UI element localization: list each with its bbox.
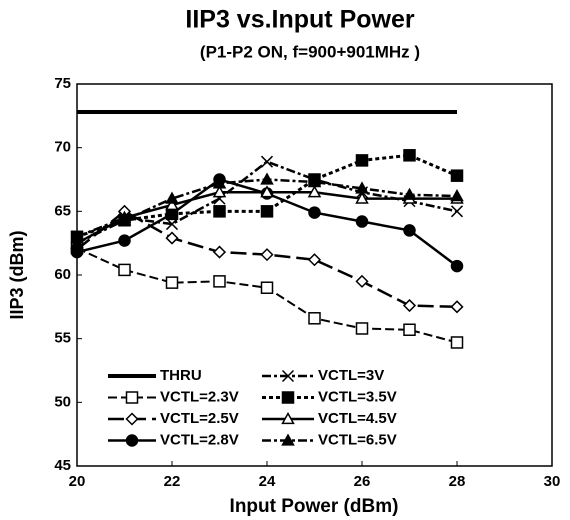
marker	[403, 224, 416, 237]
marker	[260, 172, 274, 185]
legend-marker	[125, 434, 139, 447]
marker	[70, 236, 84, 249]
marker	[355, 191, 369, 204]
marker	[165, 218, 179, 231]
y-axis-label: IIP3 (dBm)	[7, 230, 27, 319]
legend-label: VCTL=4.5V	[318, 410, 397, 427]
marker	[402, 298, 417, 313]
series-line	[76, 153, 458, 239]
marker	[450, 189, 464, 202]
marker	[403, 149, 416, 162]
marker	[355, 274, 369, 288]
marker	[212, 245, 227, 259]
marker	[308, 206, 321, 219]
marker	[260, 248, 274, 262]
legend-marker	[281, 433, 295, 446]
marker	[165, 231, 179, 245]
legend-label: VCTL=3.5V	[318, 388, 397, 405]
marker	[355, 322, 369, 335]
marker	[307, 253, 322, 267]
marker	[118, 263, 131, 277]
marker	[165, 276, 179, 289]
marker	[355, 215, 369, 228]
x-tick-label: 22	[164, 473, 181, 490]
marker	[355, 154, 369, 167]
marker	[213, 205, 226, 218]
marker	[450, 259, 464, 273]
marker	[307, 185, 322, 198]
x-tick-label: 20	[69, 473, 86, 490]
y-tick-label: 70	[54, 139, 71, 156]
marker	[165, 191, 179, 204]
series-line	[76, 247, 458, 344]
legend-marker	[281, 411, 295, 425]
chart-title: IIP3 vs.Input Power	[185, 6, 414, 34]
legend-label: VCTL=2.5V	[160, 410, 239, 427]
plot-frame	[76, 83, 553, 467]
y-tick-label: 75	[54, 75, 71, 92]
legend-label: THRU	[160, 367, 202, 384]
marker	[212, 185, 227, 198]
marker	[450, 300, 464, 314]
y-tick-label: 55	[54, 330, 71, 347]
marker	[213, 275, 226, 288]
legend-label: VCTL=2.3V	[160, 388, 239, 405]
legend-marker	[125, 412, 139, 426]
marker	[450, 336, 464, 349]
legend-marker	[281, 369, 295, 383]
legend-label: VCTL=6.5V	[318, 431, 397, 448]
x-tick-label: 30	[544, 473, 561, 490]
x-tick-label: 24	[259, 473, 276, 490]
marker	[118, 234, 131, 247]
marker	[403, 323, 416, 337]
marker	[355, 181, 369, 194]
marker	[260, 205, 274, 218]
y-tick-label: 60	[54, 266, 71, 283]
legend-marker	[125, 391, 139, 404]
y-tick-label: 50	[54, 393, 71, 410]
marker	[212, 176, 227, 189]
x-tick-label: 26	[354, 473, 371, 490]
legend-label: VCTL=3V	[318, 367, 384, 384]
marker	[402, 187, 417, 200]
marker	[450, 169, 464, 182]
x-axis-label: Input Power (dBm)	[230, 496, 399, 517]
y-tick-label: 65	[54, 202, 71, 219]
marker	[260, 281, 274, 294]
marker	[165, 197, 179, 211]
marker	[308, 312, 321, 325]
y-tick-label: 45	[54, 457, 71, 474]
chart-subtitle: (P1-P2 ON, f=900+901MHz )	[200, 42, 420, 61]
marker	[450, 205, 464, 218]
legend-label: VCTL=2.8V	[160, 431, 239, 448]
legend-marker	[281, 391, 295, 404]
marker	[260, 185, 274, 198]
x-tick-label: 28	[449, 473, 466, 490]
marker	[260, 155, 274, 168]
marker	[307, 175, 322, 188]
marker	[117, 213, 132, 226]
